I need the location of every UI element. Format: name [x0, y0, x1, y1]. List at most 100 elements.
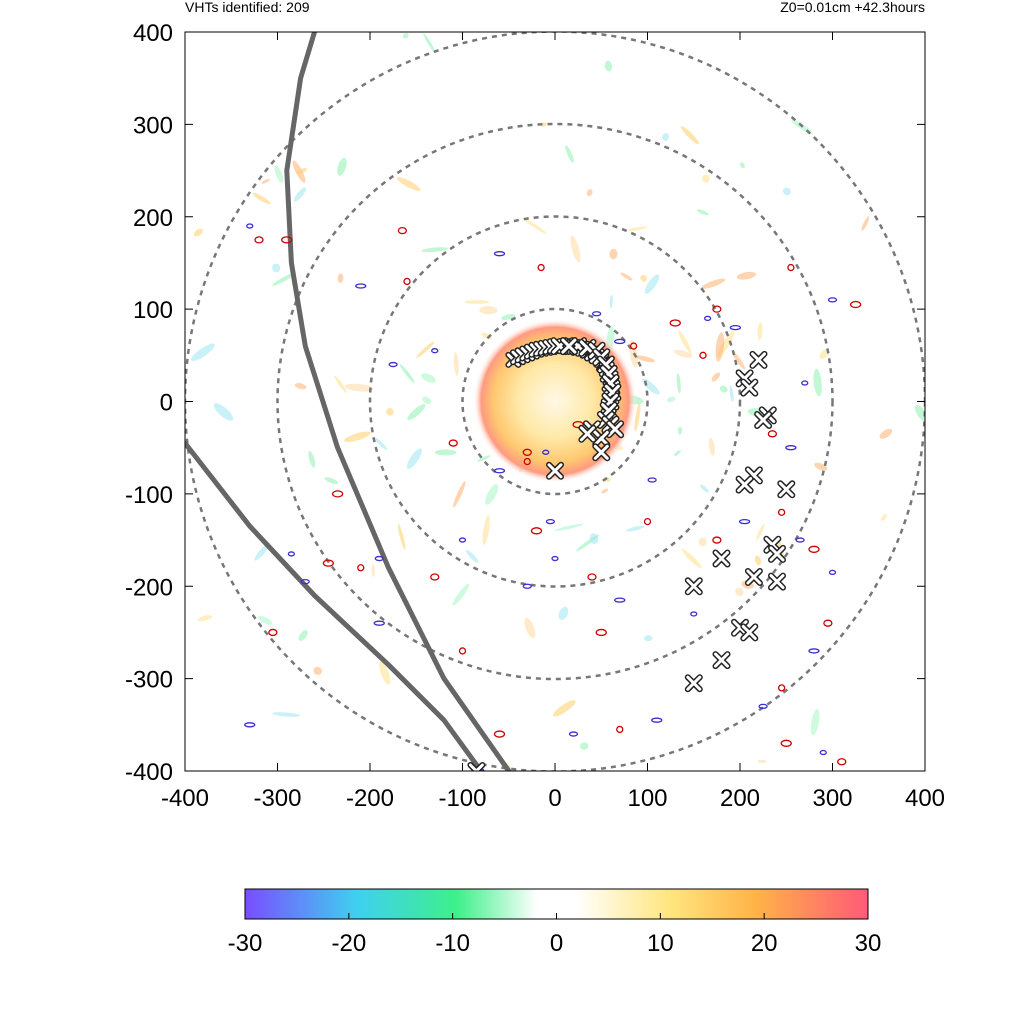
field-blob: [485, 483, 499, 505]
x-tick-label: 0: [548, 785, 561, 812]
field-blob: [609, 294, 613, 309]
contour-loop: [703, 315, 712, 322]
contour-loop: [777, 508, 786, 516]
field-blob: [523, 218, 547, 234]
contour-loop: [322, 559, 335, 567]
field-blob: [554, 523, 584, 532]
field-blob: [701, 278, 726, 289]
contour-loop: [801, 380, 809, 386]
x-axis: -400 -300 -200 -100 0 100 200 300 400: [161, 32, 945, 812]
field-blob: [810, 708, 820, 736]
y-tick-label: 0: [160, 390, 173, 417]
contour-loop: [373, 620, 385, 626]
contour-loop: [281, 236, 293, 244]
field-blob: [422, 396, 432, 405]
field-blob: [399, 363, 415, 384]
field-blob: [640, 274, 647, 282]
field-blob: [479, 305, 498, 315]
vht-marker: [606, 420, 625, 439]
contour-loop: [551, 555, 559, 562]
vht-markers: [467, 337, 796, 771]
contour-loop: [374, 555, 384, 562]
field-blob: [732, 351, 746, 370]
contour-loop: [837, 758, 847, 766]
field-blob: [558, 606, 569, 621]
contour-loop: [712, 305, 722, 313]
vht-marker: [578, 424, 597, 443]
contour-loop: [268, 628, 278, 637]
contour-loop: [712, 536, 722, 544]
field-blob: [735, 587, 744, 597]
contour-loop: [430, 573, 440, 581]
field-blob: [565, 145, 574, 163]
contour-loop: [699, 351, 707, 359]
field-blob: [524, 618, 536, 638]
y-tick-label: -400: [125, 759, 173, 786]
contour-loop: [690, 611, 698, 617]
field-blob: [782, 187, 791, 196]
field-blob: [423, 33, 436, 54]
field-blob: [711, 372, 721, 382]
field-blob: [261, 179, 270, 184]
field-blob: [337, 157, 347, 176]
contour-loop: [629, 342, 638, 350]
contour-loop: [651, 717, 663, 723]
field-blob: [272, 712, 301, 717]
colorbar-tick-label: -10: [435, 930, 470, 957]
field-blob: [699, 484, 709, 493]
contour-loop: [493, 730, 506, 738]
contour-loop: [244, 722, 256, 728]
vht-marker: [749, 350, 768, 369]
field-blob: [589, 533, 599, 544]
x-tick-label: -200: [346, 785, 394, 812]
marker-fill: [769, 574, 785, 590]
range-ring: [461, 307, 649, 496]
field-blob: [421, 247, 449, 253]
contour-loop: [568, 731, 579, 737]
field-blob: [757, 322, 763, 341]
contour-loop: [808, 545, 820, 553]
contour-loop: [729, 324, 742, 331]
field-blob: [416, 341, 435, 358]
field-blob: [678, 330, 692, 354]
field-blob: [257, 615, 273, 625]
field-blob: [434, 449, 457, 456]
field-blob: [674, 349, 693, 358]
contour-loop: [828, 569, 837, 576]
marker-fill: [769, 546, 785, 562]
colorbar-tick-label: 10: [647, 930, 674, 957]
field-blob: [421, 373, 436, 383]
marker-fill: [607, 421, 623, 437]
marker-fill: [468, 763, 484, 771]
field-blob: [397, 523, 406, 550]
y-tick-label: 100: [133, 297, 173, 324]
x-tick-label: 100: [627, 785, 667, 812]
field-blob: [754, 555, 762, 566]
contour-loop: [780, 739, 792, 747]
field-blob: [406, 448, 422, 469]
y-tick-label: 400: [133, 20, 173, 47]
contour-loop: [458, 647, 467, 655]
x-tick-label: -300: [253, 785, 301, 812]
field-blob: [586, 189, 593, 197]
vht-marker: [592, 443, 611, 462]
field-blob: [453, 481, 466, 508]
colorbar-tick-label: -30: [228, 930, 263, 957]
marker-fill: [561, 338, 577, 354]
y-axis: -400 -300 -200 -100 0 100 200 300 400: [125, 20, 925, 786]
vht-marker: [768, 572, 786, 591]
y-tick-label: 300: [133, 112, 173, 139]
field-blob: [736, 271, 757, 280]
field-blob: [634, 402, 641, 432]
field-blob: [644, 274, 660, 294]
colorbar-tick-label: 30: [855, 930, 882, 957]
marker-fill: [778, 481, 794, 497]
field-blob: [374, 437, 388, 451]
field-blob: [626, 525, 645, 532]
field-blob: [756, 523, 765, 540]
contour-loop: [738, 518, 751, 525]
field-blob: [570, 235, 581, 263]
field-blob: [271, 272, 296, 286]
field-blob: [552, 700, 576, 717]
contour-loop: [545, 518, 556, 525]
